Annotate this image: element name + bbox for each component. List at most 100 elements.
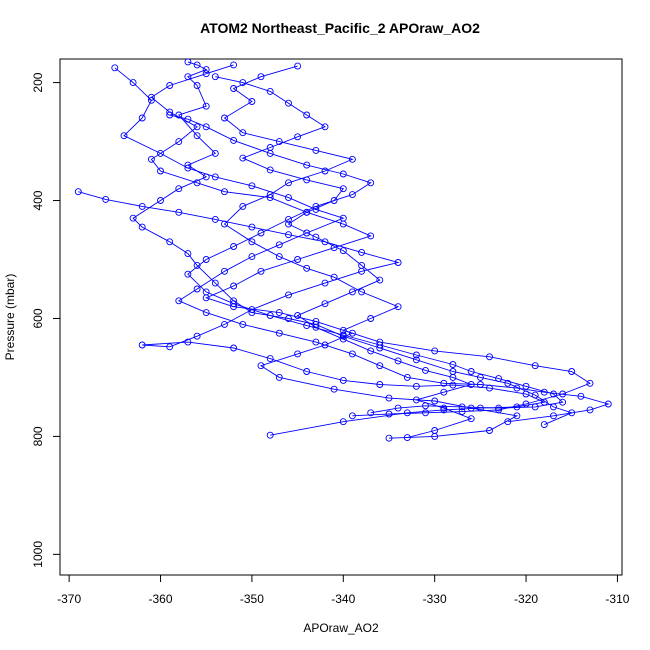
data-point: [266, 312, 274, 319]
data-point: [285, 215, 292, 223]
data-point: [294, 350, 302, 358]
x-tick-label: -370: [57, 592, 81, 606]
data-point: [230, 85, 238, 92]
data-point: [275, 329, 283, 337]
data-point: [285, 179, 292, 187]
data-point: [394, 404, 402, 412]
data-point: [193, 132, 201, 140]
data-point: [266, 87, 274, 95]
data-point: [193, 82, 201, 89]
data-point: [467, 415, 475, 423]
data-point: [184, 115, 192, 123]
data-point: [394, 303, 402, 311]
x-axis: -370 -360 -350 -340 -330 -320 -310: [57, 574, 630, 606]
data-point: [239, 129, 247, 137]
data-point: [348, 412, 356, 420]
data-point: [385, 410, 393, 418]
data-point: [504, 418, 512, 426]
data-point: [157, 149, 164, 157]
data-point: [348, 350, 356, 358]
data-point: [431, 397, 439, 405]
data-point: [339, 331, 347, 339]
y-axis-label: Pressure (mbar): [3, 274, 17, 361]
series-layer: [74, 58, 612, 442]
data-point: [184, 164, 192, 172]
data-point: [266, 355, 274, 363]
data-point: [211, 73, 219, 81]
data-point: [531, 362, 539, 370]
data-point: [495, 406, 503, 414]
data-point: [540, 421, 548, 429]
data-point: [138, 223, 146, 231]
data-point: [422, 409, 429, 417]
data-point: [440, 404, 448, 412]
data-point: [230, 136, 238, 144]
chart-title: ATOM2 Northeast_Pacific_2 APOraw_AO2: [200, 20, 480, 36]
data-point: [221, 267, 228, 275]
y-tick-label: 1000: [31, 541, 45, 568]
data-point: [157, 197, 164, 204]
data-point: [275, 241, 283, 249]
data-point: [248, 223, 256, 231]
data-point: [321, 341, 329, 349]
series-line: [114, 67, 610, 423]
data-point: [221, 320, 228, 328]
data-point: [348, 191, 356, 199]
data-point: [193, 61, 201, 69]
data-point: [431, 427, 439, 434]
data-point: [202, 288, 210, 296]
data-point: [202, 256, 210, 263]
data-point: [339, 335, 347, 343]
data-point: [504, 379, 512, 387]
data-point: [412, 382, 420, 390]
data-point: [184, 58, 192, 66]
data-point: [166, 82, 174, 89]
data-point: [193, 285, 201, 293]
data-point: [175, 185, 183, 193]
data-point: [285, 315, 292, 322]
data-point: [239, 79, 247, 87]
data-point: [111, 64, 119, 72]
data-point: [303, 368, 311, 375]
data-point: [294, 312, 302, 319]
data-point: [303, 111, 311, 119]
data-point: [312, 233, 320, 241]
data-point: [138, 341, 146, 349]
data-point: [175, 297, 183, 305]
data-point: [202, 66, 210, 74]
data-point: [513, 412, 521, 420]
data-point: [358, 248, 366, 256]
data-point: [358, 288, 366, 296]
data-point: [522, 382, 530, 390]
data-point: [175, 138, 183, 146]
data-point: [522, 390, 530, 398]
data-point: [230, 61, 238, 69]
data-point: [348, 329, 356, 337]
data-point: [367, 315, 375, 322]
data-point: [294, 256, 302, 263]
data-point: [193, 261, 201, 269]
y-tick-label: 800: [31, 426, 45, 446]
plot-frame: [59, 58, 623, 576]
data-point: [440, 379, 448, 387]
data-point: [394, 259, 402, 266]
x-tick-label: -320: [514, 592, 538, 606]
y-axis: 200 400 600 800 1000: [31, 72, 61, 568]
data-point: [138, 202, 146, 210]
data-point: [476, 373, 484, 381]
data-point: [147, 96, 155, 104]
data-point: [312, 338, 320, 346]
data-point: [221, 114, 228, 122]
data-point: [431, 347, 439, 355]
data-point: [330, 385, 338, 393]
data-point: [321, 279, 329, 287]
data-point: [376, 276, 384, 284]
data-point: [266, 166, 274, 174]
data-point: [403, 373, 411, 381]
data-point: [412, 356, 420, 364]
data-point: [248, 306, 256, 314]
data-point: [348, 155, 356, 163]
data-point: [467, 381, 475, 388]
data-point: [285, 194, 292, 202]
data-point: [303, 264, 311, 272]
